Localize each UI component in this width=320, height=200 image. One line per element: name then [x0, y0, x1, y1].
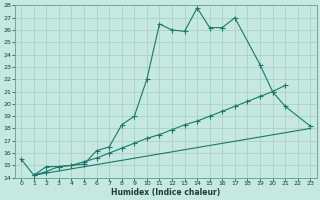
X-axis label: Humidex (Indice chaleur): Humidex (Indice chaleur)	[111, 188, 220, 197]
